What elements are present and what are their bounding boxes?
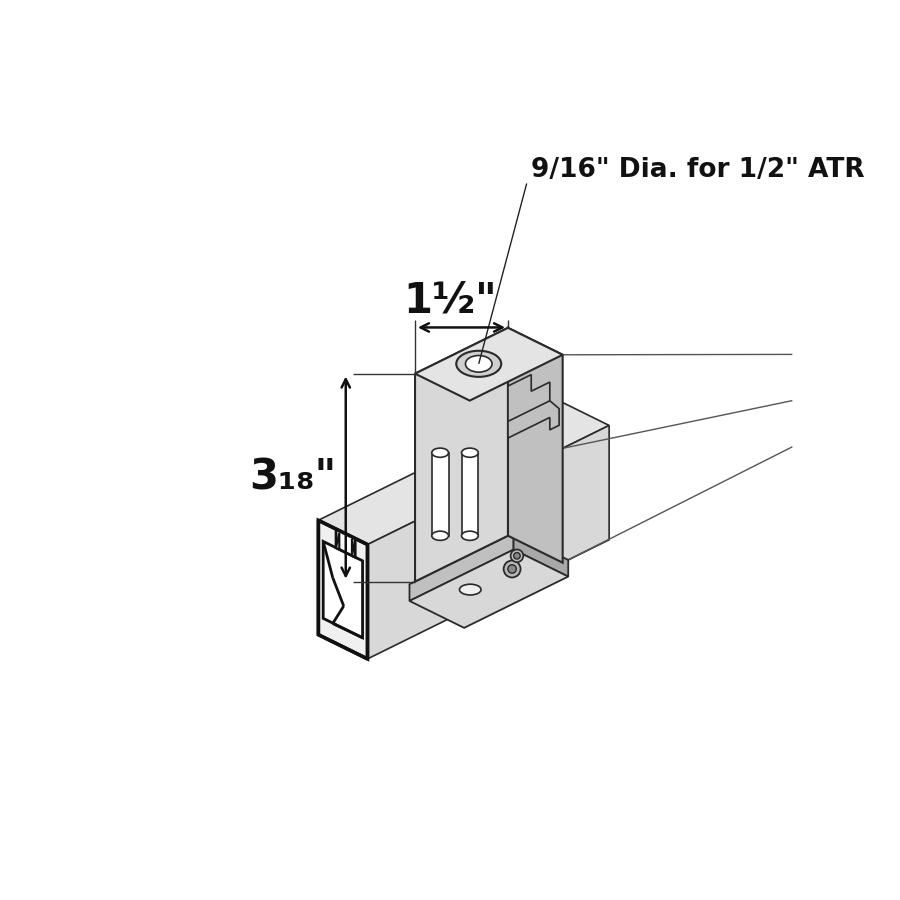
Polygon shape <box>415 328 562 400</box>
Ellipse shape <box>432 448 448 457</box>
Ellipse shape <box>465 356 492 372</box>
Polygon shape <box>410 550 568 628</box>
Polygon shape <box>336 529 356 557</box>
Ellipse shape <box>462 531 478 540</box>
Text: 1½": 1½" <box>403 279 497 321</box>
Circle shape <box>504 561 520 578</box>
Polygon shape <box>410 533 514 601</box>
Polygon shape <box>432 453 448 536</box>
Circle shape <box>508 564 517 573</box>
Polygon shape <box>508 400 559 438</box>
Polygon shape <box>319 520 367 659</box>
Ellipse shape <box>456 351 501 377</box>
Polygon shape <box>336 533 339 549</box>
Polygon shape <box>462 453 478 536</box>
Circle shape <box>514 553 520 559</box>
Polygon shape <box>319 401 609 544</box>
Polygon shape <box>508 328 562 562</box>
Polygon shape <box>352 539 356 557</box>
Text: 9/16" Dia. for 1/2" ATR: 9/16" Dia. for 1/2" ATR <box>530 157 864 183</box>
Polygon shape <box>367 426 609 659</box>
Ellipse shape <box>460 584 481 595</box>
Polygon shape <box>508 374 550 424</box>
Ellipse shape <box>432 531 448 540</box>
Ellipse shape <box>462 448 478 457</box>
Polygon shape <box>323 542 363 638</box>
Polygon shape <box>514 533 568 577</box>
Text: 3₁₈": 3₁₈" <box>249 456 337 499</box>
Polygon shape <box>415 328 508 581</box>
Circle shape <box>510 549 523 562</box>
